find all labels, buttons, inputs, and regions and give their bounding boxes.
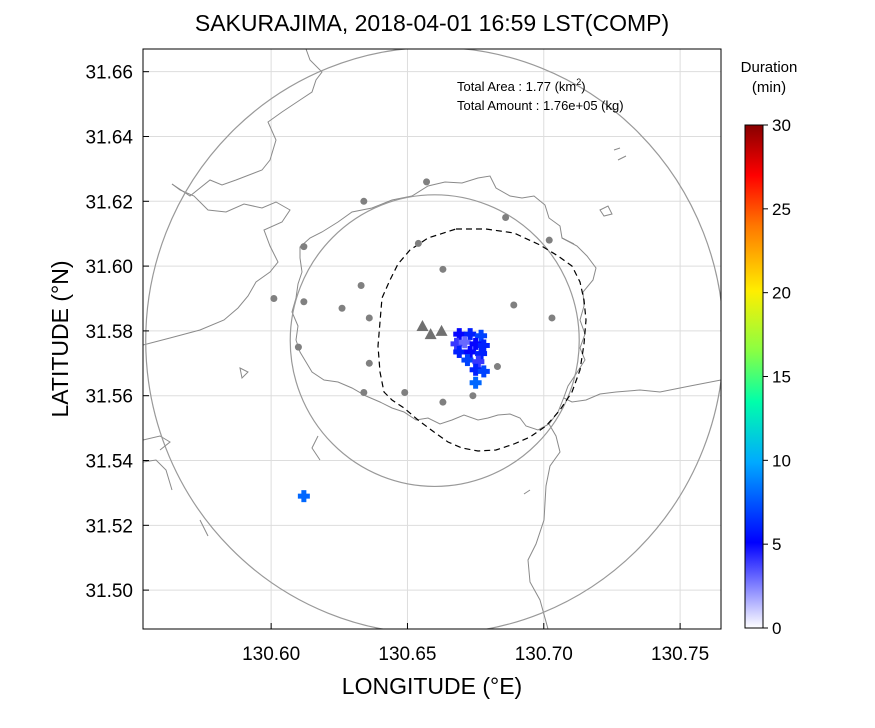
- station-marker: [469, 392, 477, 400]
- mainland-coastline-southwest: [143, 367, 321, 537]
- ash-fall-cell: [454, 337, 460, 350]
- chart-title: SAKURAJIMA, 2018-04-01 16:59 LST(COMP): [195, 10, 669, 36]
- mainland-coastline-west: [143, 183, 291, 346]
- colorbar-tick-label: 20: [772, 284, 791, 303]
- y-tick-label: 31.66: [85, 63, 133, 84]
- ash-fall-cell: [481, 365, 487, 378]
- x-axis-label: LONGITUDE (°E): [342, 673, 522, 699]
- ash-fall-cell: [473, 376, 479, 389]
- station-marker: [294, 343, 302, 351]
- ash-fall-cell: [478, 329, 484, 342]
- station-marker: [360, 197, 368, 205]
- ash-fall-cell: [478, 347, 484, 360]
- plot-frame: [142, 48, 722, 630]
- colorbar-tick-label: 15: [772, 368, 791, 387]
- station-marker: [439, 398, 447, 406]
- ash-fall-cell: [456, 345, 462, 358]
- station-marker: [338, 304, 346, 312]
- station-marker: [502, 213, 510, 221]
- station-marker: [300, 243, 308, 251]
- y-tick-label: 31.62: [85, 192, 133, 213]
- station-marker: [545, 236, 553, 244]
- y-tick-label: 31.50: [85, 581, 133, 602]
- vents-layer: [416, 320, 448, 340]
- station-marker: [493, 363, 501, 371]
- station-marker: [401, 388, 409, 396]
- station-marker: [548, 314, 556, 322]
- colorbar-title-line1: Duration: [741, 59, 798, 76]
- grid-lines: [143, 49, 721, 629]
- colorbar: [744, 124, 764, 629]
- vent-marker: [416, 320, 429, 332]
- range-circle: [145, 49, 721, 629]
- ash-fall-cell: [473, 363, 479, 376]
- range-circle: [289, 194, 580, 488]
- y-tick-label: 31.58: [85, 322, 133, 343]
- colorbar-ticks: 0 5 10 15 20 25 30: [763, 116, 791, 638]
- colorbar-tick-label: 30: [772, 116, 791, 135]
- total-area-text: Total Area : 1.77 (km2): [457, 77, 586, 94]
- ash-fall-cell: [481, 339, 487, 352]
- ash-fall-cell: [475, 355, 481, 368]
- coastline-map: [143, 49, 721, 629]
- station-marker: [300, 298, 308, 306]
- osumi-coastline-east: [561, 147, 721, 403]
- ash-fall-cell: [473, 337, 479, 350]
- y-tick-label: 31.52: [85, 516, 133, 537]
- station-marker: [423, 178, 431, 186]
- sakurajima-coastline: [291, 175, 597, 431]
- y-axis-ticks: 31.50 31.52 31.54 31.56 31.58 31.60 31.62 31.64…: [85, 63, 149, 602]
- stations-layer: [270, 178, 556, 406]
- y-tick-label: 31.64: [85, 127, 133, 148]
- summit-boundary-dashed: [377, 228, 587, 452]
- station-marker: [439, 265, 447, 273]
- ash-fall-cell: [467, 345, 473, 358]
- vent-marker: [435, 324, 448, 336]
- station-marker: [510, 301, 518, 309]
- y-tick-label: 31.60: [85, 257, 133, 278]
- x-tick-label: 130.60: [242, 644, 300, 665]
- colorbar-tick-label: 25: [772, 200, 791, 219]
- y-axis-label: LATITUDE (°N): [47, 261, 73, 418]
- total-area-suffix: ): [581, 79, 585, 94]
- colorbar-tick-label: 0: [772, 619, 781, 638]
- station-marker: [365, 359, 373, 367]
- x-tick-label: 130.65: [378, 644, 436, 665]
- ash-fall-cell: [467, 328, 473, 341]
- ash-cells-layer: [297, 328, 490, 503]
- colorbar-title-line2: (min): [752, 79, 786, 96]
- colorbar-tick-label: 5: [772, 535, 781, 554]
- osumi-coastline-south: [523, 423, 561, 629]
- total-amount-text: Total Amount : 1.76e+05 (kg): [457, 98, 624, 113]
- colorbar-tick-label: 10: [772, 451, 791, 470]
- ash-fall-cell: [456, 328, 462, 341]
- ash-fall-cell: [301, 490, 307, 503]
- ash-fall-cell: [462, 336, 468, 349]
- y-tick-label: 31.54: [85, 452, 133, 473]
- x-axis-ticks: 130.60 130.65 130.70 130.75: [242, 623, 709, 665]
- station-marker: [365, 314, 373, 322]
- station-marker: [360, 388, 368, 396]
- station-marker: [270, 294, 278, 302]
- total-area-sup: 2: [576, 77, 581, 87]
- ash-fall-cell: [464, 354, 470, 367]
- x-tick-label: 130.75: [651, 644, 709, 665]
- station-marker: [357, 282, 365, 290]
- y-tick-label: 31.56: [85, 387, 133, 408]
- range-rings: [145, 49, 721, 629]
- vent-marker: [424, 328, 437, 340]
- station-marker: [414, 239, 422, 247]
- total-area-prefix: Total Area : 1.77 (km: [457, 79, 576, 94]
- mainland-coastline-north: [171, 49, 323, 197]
- x-tick-label: 130.70: [515, 644, 573, 665]
